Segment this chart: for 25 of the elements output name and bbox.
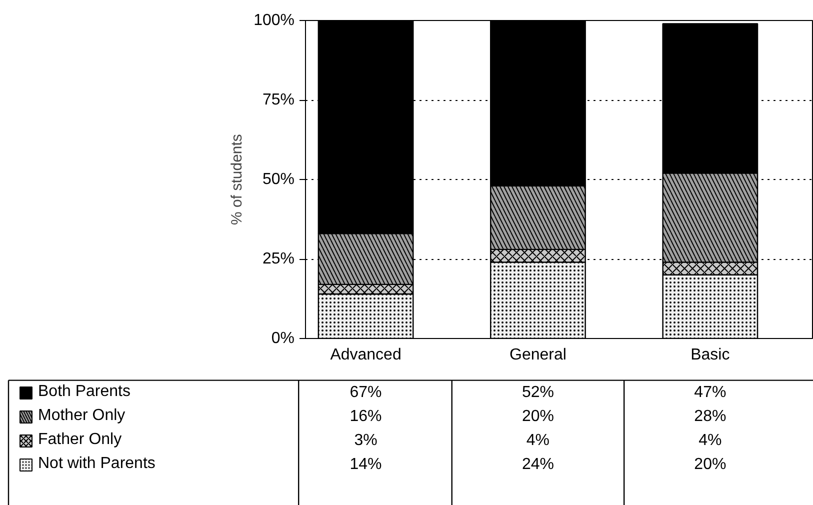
y-tick-label: 0% bbox=[271, 330, 294, 347]
data-label: 4% bbox=[698, 432, 722, 449]
data-label: 67% bbox=[350, 384, 382, 401]
data-label: 3% bbox=[354, 432, 378, 449]
data-label: 52% bbox=[522, 384, 554, 401]
data-label: 47% bbox=[694, 384, 726, 401]
x-tick-label: General bbox=[510, 346, 566, 364]
legend-label: Mother Only bbox=[38, 406, 126, 426]
data-label: 28% bbox=[694, 408, 726, 425]
data-label: 20% bbox=[694, 456, 726, 473]
legend-label: Not with Parents bbox=[38, 454, 156, 474]
data-label: 14% bbox=[350, 456, 382, 473]
x-tick-label: Basic bbox=[690, 346, 730, 364]
legend-label: Father Only bbox=[38, 430, 122, 450]
legend-label: Both Parents bbox=[38, 382, 130, 402]
y-tick-label: 25% bbox=[262, 250, 295, 268]
y-tick-label: 100% bbox=[254, 12, 294, 29]
x-tick-label: Advanced bbox=[330, 346, 402, 364]
y-axis-title: % of students bbox=[228, 134, 246, 225]
y-tick-label: 50% bbox=[262, 171, 295, 188]
data-label: 20% bbox=[522, 408, 554, 425]
y-tick-label: 75% bbox=[262, 92, 295, 108]
data-label: 16% bbox=[350, 408, 382, 425]
data-label: 4% bbox=[526, 432, 550, 449]
data-label: 24% bbox=[522, 456, 554, 473]
